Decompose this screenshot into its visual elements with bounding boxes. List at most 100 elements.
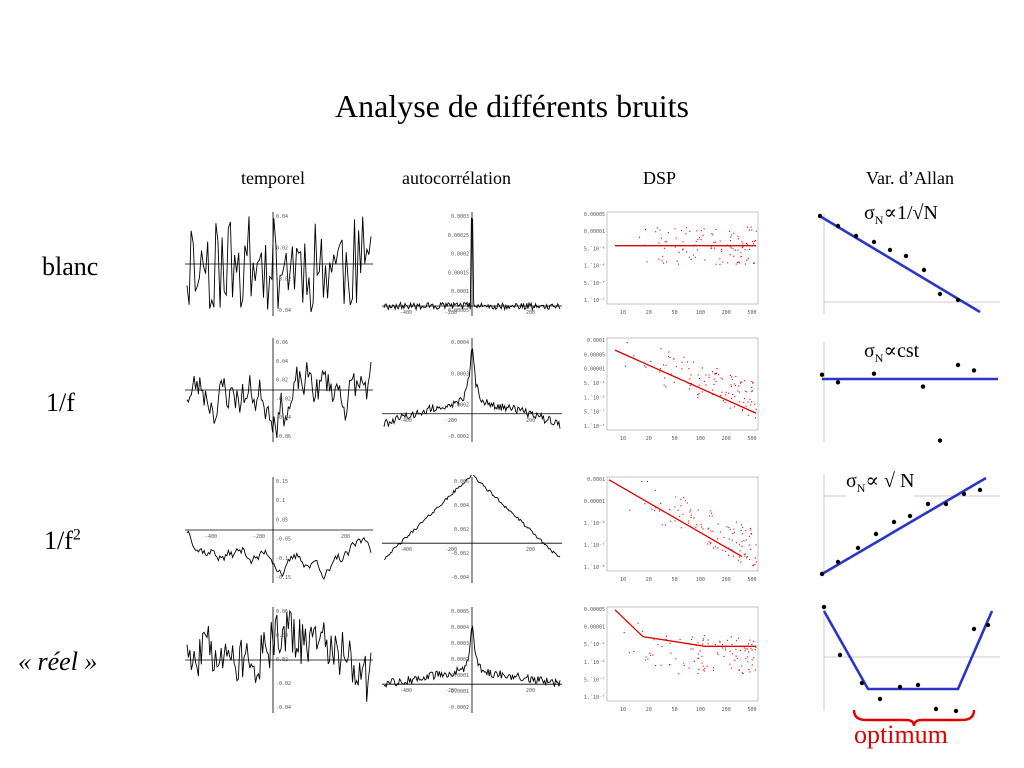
dsp-point — [745, 242, 747, 244]
tick-label: 1.`10⁻⁷ — [584, 543, 605, 549]
dsp-point — [741, 545, 743, 547]
tick-label: -0.04 — [276, 415, 291, 421]
dsp-point — [751, 229, 753, 231]
dsp-point — [748, 248, 750, 250]
dsp-point — [724, 647, 726, 649]
dsp-point — [713, 378, 715, 380]
dsp-point — [675, 237, 677, 239]
dsp-point — [744, 263, 746, 265]
dsp-point — [745, 405, 747, 407]
allan-point — [837, 652, 843, 658]
dsp-point — [688, 667, 690, 669]
tick-label: -400 — [400, 310, 412, 316]
allan-fit-line — [822, 610, 994, 691]
dsp-point — [659, 229, 661, 231]
dsp-point — [713, 383, 715, 386]
allan-point — [961, 491, 967, 497]
dsp-point — [690, 648, 692, 650]
tick-label: 5.`10⁻⁶ — [584, 642, 605, 648]
dsp-point — [704, 668, 706, 670]
tick-label: 200 — [526, 310, 535, 316]
tick-label: 20 — [646, 577, 652, 583]
tick-label: 0.0001 — [587, 338, 605, 344]
tick-label: 100 — [696, 310, 705, 316]
dsp-point — [712, 234, 714, 236]
dsp-point — [715, 373, 717, 375]
dsp-point — [707, 528, 709, 530]
dsp-point — [710, 530, 712, 532]
dsp-point — [742, 408, 744, 411]
dsp-point — [698, 384, 700, 386]
dsp-point — [744, 380, 746, 382]
dsp-point — [743, 402, 745, 404]
dsp-point — [740, 561, 742, 563]
tick-label: 0.00001 — [584, 625, 605, 631]
dsp-point — [663, 384, 665, 386]
dsp-point — [653, 510, 656, 512]
dsp-point — [705, 374, 707, 376]
dsp-point — [719, 240, 721, 242]
column-header-allan: Var. d’Allan — [866, 168, 954, 188]
tick-label: 10 — [620, 436, 626, 442]
tick-label: 0.05 — [276, 517, 288, 523]
tick-label: 0.00001 — [584, 367, 605, 373]
allan-point — [871, 239, 877, 245]
tick-label: -200 — [253, 534, 265, 540]
dsp-point — [665, 635, 668, 637]
dsp-point — [698, 393, 700, 395]
tick-label: 0.00005 — [584, 352, 605, 358]
dsp-point — [729, 650, 731, 652]
allan-point — [873, 531, 879, 537]
dsp-point — [717, 653, 719, 655]
tick-label: 100 — [696, 707, 705, 713]
allan-point — [953, 708, 959, 714]
dsp-point — [716, 368, 718, 370]
dsp-point — [731, 539, 733, 541]
dsp-point — [748, 544, 750, 546]
tick-label: -200 — [445, 418, 457, 424]
row-label-blanc: blanc — [42, 252, 99, 281]
dsp-point — [690, 509, 692, 511]
dsp-point — [721, 391, 723, 393]
tick-label: 0.0001 — [451, 673, 469, 679]
dsp-point — [646, 261, 648, 263]
dsp-point — [706, 665, 708, 667]
dsp-point — [644, 365, 646, 367]
row-label-1-f2-exponent: 2 — [72, 526, 81, 544]
dsp-point — [664, 524, 666, 526]
dsp-point — [682, 248, 684, 250]
dsp-point — [702, 638, 705, 640]
tick-label: 20 — [646, 310, 652, 316]
dsp-point — [738, 637, 740, 639]
formula-1-f2: σN∝ √ N — [846, 470, 915, 499]
dsp-point — [711, 515, 713, 517]
dsp-point — [697, 657, 699, 659]
dsp-point — [725, 550, 727, 552]
dsp-point — [701, 391, 703, 393]
tick-label: 500 — [747, 577, 756, 583]
tick-label: 50 — [672, 436, 678, 442]
dsp-point — [702, 669, 704, 671]
tick-label: 0.00005 — [448, 308, 469, 314]
dsp-point — [717, 547, 719, 549]
dsp-point — [664, 241, 666, 243]
dsp-point — [745, 539, 747, 541]
dsp-point — [700, 239, 702, 241]
tick-label: 0.02 — [276, 657, 288, 663]
dsp-point — [755, 646, 757, 648]
allan-plot-f1 — [819, 342, 998, 443]
dsp-point — [724, 401, 726, 403]
autocorrelation-trace — [383, 217, 561, 312]
dsp-point — [731, 234, 733, 236]
dsp-point — [686, 361, 689, 363]
tick-label: 200 — [722, 436, 731, 442]
dsp-point — [710, 246, 712, 248]
dsp-point — [712, 394, 714, 396]
dsp-point — [658, 242, 660, 244]
formula-blanc: σN∝1/√N — [864, 202, 938, 231]
dsp-point — [732, 533, 734, 535]
dsp-point — [740, 252, 742, 254]
dsp-point — [733, 528, 735, 530]
dsp-point — [684, 500, 686, 502]
dsp-point — [751, 390, 753, 392]
